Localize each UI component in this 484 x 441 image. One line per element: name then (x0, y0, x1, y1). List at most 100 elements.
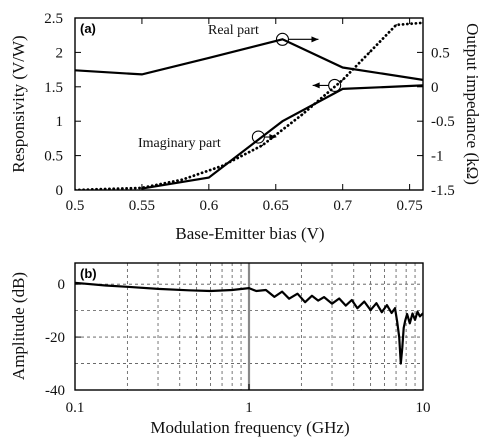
data-point (416, 310, 419, 313)
panel-b-ticks: 0.1 1 10 0 -20 -40 (45, 277, 431, 416)
data-point (104, 284, 107, 287)
data-point (255, 290, 257, 292)
y-tick-label: 0 (56, 183, 64, 199)
y2-tick-label: 0.5 (431, 45, 450, 61)
data-point (401, 346, 403, 349)
data-point (403, 327, 405, 329)
panel-b-grid (75, 263, 423, 390)
data-point (311, 295, 313, 297)
y-tick-label: -20 (45, 330, 65, 346)
data-point (404, 319, 406, 322)
annotation-real-part: Real part (208, 23, 259, 38)
y-tick-label: 0.5 (44, 149, 63, 165)
data-point (301, 113, 304, 116)
data-point (351, 299, 353, 301)
data-point (411, 312, 414, 315)
data-point (375, 302, 378, 304)
x-tick-label: 0.65 (263, 198, 289, 214)
panel-a: 0.5 0.55 0.6 0.65 0.7 0.7500.511.522.5-1.5-1-… (9, 11, 482, 243)
data-point (381, 311, 383, 313)
data-point (141, 187, 143, 189)
data-point (231, 289, 233, 291)
panel-a-ticks: 0.5 0.55 0.6 0.65 0.7 0.7500.511.522.5-1.5-1-… (44, 11, 455, 214)
panel-a-xlabel: Base-Emitter bias (V) (175, 224, 324, 243)
data-point (75, 69, 76, 72)
data-point (422, 22, 423, 24)
data-point (341, 79, 344, 81)
data-point (187, 289, 190, 291)
series-line-2 (75, 21, 423, 190)
data-point (345, 304, 347, 307)
data-point (317, 299, 319, 302)
x-tick-label: 0.5 (66, 198, 85, 214)
panel-a-label: (a) (80, 21, 96, 36)
data-point (141, 73, 143, 76)
data-point (261, 144, 264, 147)
data-point (396, 320, 398, 322)
data-point (208, 176, 210, 179)
panel-b-xlabel: Modulation frequency (GHz) (150, 418, 349, 437)
data-point (398, 336, 400, 338)
data-point (281, 290, 283, 293)
data-point (422, 84, 423, 87)
data-point (395, 24, 398, 26)
data-point (338, 297, 340, 300)
series-line-0 (75, 38, 423, 81)
annotation-imag-arrow-head (269, 134, 277, 141)
data-point (331, 303, 333, 305)
panel-b: 0.1 1 10 0 -20 -40 (b) Modulation frequency (… (9, 262, 431, 437)
panel-a-frame (74, 17, 424, 191)
data-point (341, 88, 344, 90)
panel-b-series (75, 281, 423, 365)
x-tick-label: 0.6 (199, 198, 218, 214)
data-point (157, 288, 159, 290)
y2-tick-label: -1 (431, 149, 444, 165)
data-point (296, 292, 299, 295)
y2-tick-label: 0 (431, 80, 439, 96)
annotation-left-arrow-head (312, 82, 320, 89)
panel-a-y2label: Output impedance (kΩ) (463, 23, 482, 185)
data-point (419, 315, 421, 318)
y-tick-label: 1.5 (44, 80, 63, 96)
data-point (341, 66, 344, 69)
data-point (221, 165, 224, 167)
x-tick-label: 0.7 (333, 198, 352, 214)
data-point (209, 290, 212, 292)
data-point (356, 307, 359, 309)
data-point (422, 79, 423, 81)
data-point (208, 57, 210, 59)
y2-tick-label: -1.5 (431, 183, 455, 199)
y-tick-label: -40 (45, 383, 65, 399)
data-point (304, 301, 306, 303)
y2-tick-label: -0.5 (431, 114, 455, 130)
data-point (368, 51, 371, 54)
annotation-real-arrow-head (311, 36, 319, 43)
data-point (390, 312, 393, 314)
panel-b-label: (b) (80, 266, 97, 281)
y-tick-label: 0 (58, 277, 66, 293)
data-point (363, 300, 366, 303)
data-point (281, 120, 284, 122)
x-tick-label: 0.55 (129, 198, 155, 214)
data-point (281, 38, 284, 41)
data-point (414, 319, 416, 321)
panel-b-ylabel: Amplitude (dB) (9, 272, 28, 380)
data-point (409, 322, 411, 325)
x-tick-label: 1 (245, 400, 253, 416)
panel-a-ylabel: Responsivity (V/W) (9, 35, 28, 172)
x-tick-label: 0.1 (66, 400, 85, 416)
data-point (75, 189, 76, 190)
data-point (406, 313, 408, 315)
annotation-imaginary-part: Imaginary part (138, 136, 221, 151)
data-point (248, 287, 250, 289)
annotation-left-circle (328, 78, 342, 92)
y-tick-label: 2.5 (44, 11, 63, 27)
data-point (386, 304, 388, 306)
y-tick-label: 2 (56, 45, 64, 61)
data-point (273, 296, 276, 298)
data-point (181, 178, 183, 181)
x-tick-label: 10 (416, 400, 431, 416)
y-tick-label: 1 (56, 114, 64, 130)
data-point (394, 307, 396, 309)
